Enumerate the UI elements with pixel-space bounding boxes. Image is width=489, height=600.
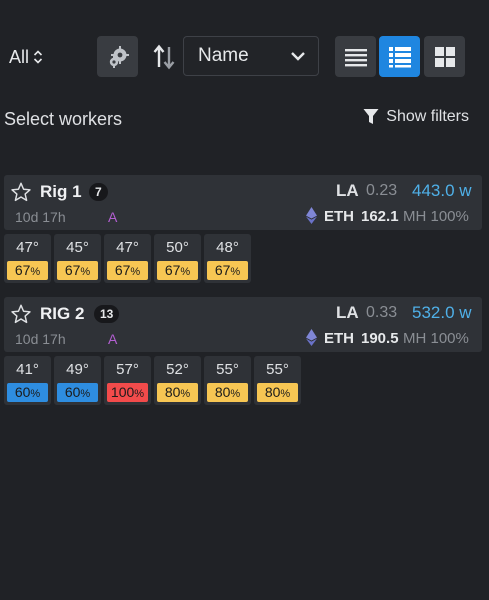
gpu-fan-badge: 67% xyxy=(157,261,198,280)
hashrate-value: 190.5 xyxy=(361,330,399,347)
worker-card-rig-2[interactable]: RIG 2 13 10d 17h A LA 0.33 532.0 w ETH 1… xyxy=(4,297,482,352)
gpu-fan-badge: 60% xyxy=(57,383,98,402)
hashrate-value: 162.1 xyxy=(361,208,399,225)
la-value: 0.33 xyxy=(366,304,398,321)
list-view-button[interactable] xyxy=(335,36,376,77)
gpu-temp: 47° xyxy=(116,239,139,256)
worker-name: Rig 1 xyxy=(40,182,82,201)
worker-algo-tag: A xyxy=(108,331,118,347)
chevron-down-icon xyxy=(291,52,305,61)
gears-icon xyxy=(109,45,129,68)
gpu-cell[interactable]: 41° 60% xyxy=(4,356,51,405)
gpu-cell[interactable]: 52° 80% xyxy=(154,356,201,405)
gpu-count-badge: 13 xyxy=(94,305,120,323)
la-label: LA xyxy=(336,303,359,322)
gpu-temp: 41° xyxy=(16,361,39,378)
gpu-fan-badge: 67% xyxy=(57,261,98,280)
show-filters-label: Show filters xyxy=(386,108,469,125)
up-down-chevron-icon xyxy=(33,50,43,64)
coin-label: ETH xyxy=(324,208,354,225)
coin-label: ETH xyxy=(324,330,354,347)
worker-name: RIG 2 xyxy=(40,304,85,323)
gpu-fan-badge: 80% xyxy=(157,383,198,402)
power-value: 532.0 w xyxy=(412,303,472,322)
gpu-cell[interactable]: 48° 67% xyxy=(204,234,251,283)
grid-view-icon xyxy=(434,46,455,67)
gpu-cell[interactable]: 49° 60% xyxy=(54,356,101,405)
gpu-temp: 45° xyxy=(66,239,89,256)
ethereum-icon xyxy=(306,329,317,346)
toolbar: All Name xyxy=(0,36,489,78)
gpu-temp: 52° xyxy=(166,361,189,378)
gpu-temp: 47° xyxy=(16,239,39,256)
grid-view-button[interactable] xyxy=(424,36,465,77)
power-value: 443.0 w xyxy=(412,181,472,200)
worker-uptime: 10d 17h xyxy=(15,331,66,347)
worker-algo-tag: A xyxy=(108,209,118,225)
gpu-fan-badge: 67% xyxy=(107,261,148,280)
gpu-cell[interactable]: 55° 80% xyxy=(204,356,251,405)
show-filters-button[interactable]: Show filters xyxy=(363,108,469,126)
hashrate-unit: MH 100% xyxy=(403,208,469,225)
list-view-icon xyxy=(344,48,367,66)
sort-select[interactable]: Name xyxy=(183,36,319,76)
gpu-fan-badge: 80% xyxy=(257,383,298,402)
worker-card-rig-1[interactable]: Rig 1 7 10d 17h A LA 0.23 443.0 w ETH 16… xyxy=(4,175,482,230)
worker-filter-value: All xyxy=(9,46,30,67)
gpu-fan-badge: 100% xyxy=(107,383,148,402)
funnel-icon xyxy=(363,109,379,124)
gpu-temp: 49° xyxy=(66,361,89,378)
gpu-cell[interactable]: 50° 67% xyxy=(154,234,201,283)
detailed-list-icon xyxy=(388,46,411,67)
gpu-temp: 48° xyxy=(216,239,239,256)
ethereum-icon xyxy=(306,207,317,224)
sort-select-value: Name xyxy=(198,45,249,66)
gpu-temp: 57° xyxy=(116,361,139,378)
detailed-view-button[interactable] xyxy=(379,36,420,77)
gpu-cell[interactable]: 55° 80% xyxy=(254,356,301,405)
la-label: LA xyxy=(336,181,359,200)
gpu-temp: 55° xyxy=(216,361,239,378)
gpu-fan-badge: 80% xyxy=(207,383,248,402)
star-icon[interactable] xyxy=(10,303,32,325)
gpu-cell[interactable]: 57° 100% xyxy=(104,356,151,405)
gpu-cell[interactable]: 45° 67% xyxy=(54,234,101,283)
hashrate-unit: MH 100% xyxy=(403,330,469,347)
select-workers-label[interactable]: Select workers xyxy=(4,109,123,129)
la-value: 0.23 xyxy=(366,182,398,199)
gpu-temp: 50° xyxy=(166,239,189,256)
gpu-count-badge: 7 xyxy=(89,183,108,201)
gpu-cell[interactable]: 47° 67% xyxy=(104,234,151,283)
gpu-fan-badge: 60% xyxy=(7,383,48,402)
gpu-fan-badge: 67% xyxy=(207,261,248,280)
settings-button[interactable] xyxy=(97,36,138,77)
gpu-temp: 55° xyxy=(266,361,289,378)
sort-arrows-icon[interactable] xyxy=(152,43,176,71)
gpu-cell[interactable]: 47° 67% xyxy=(4,234,51,283)
star-icon[interactable] xyxy=(10,181,32,203)
worker-filter-select[interactable]: All xyxy=(9,44,43,70)
gpu-fan-badge: 67% xyxy=(7,261,48,280)
worker-uptime: 10d 17h xyxy=(15,209,66,225)
